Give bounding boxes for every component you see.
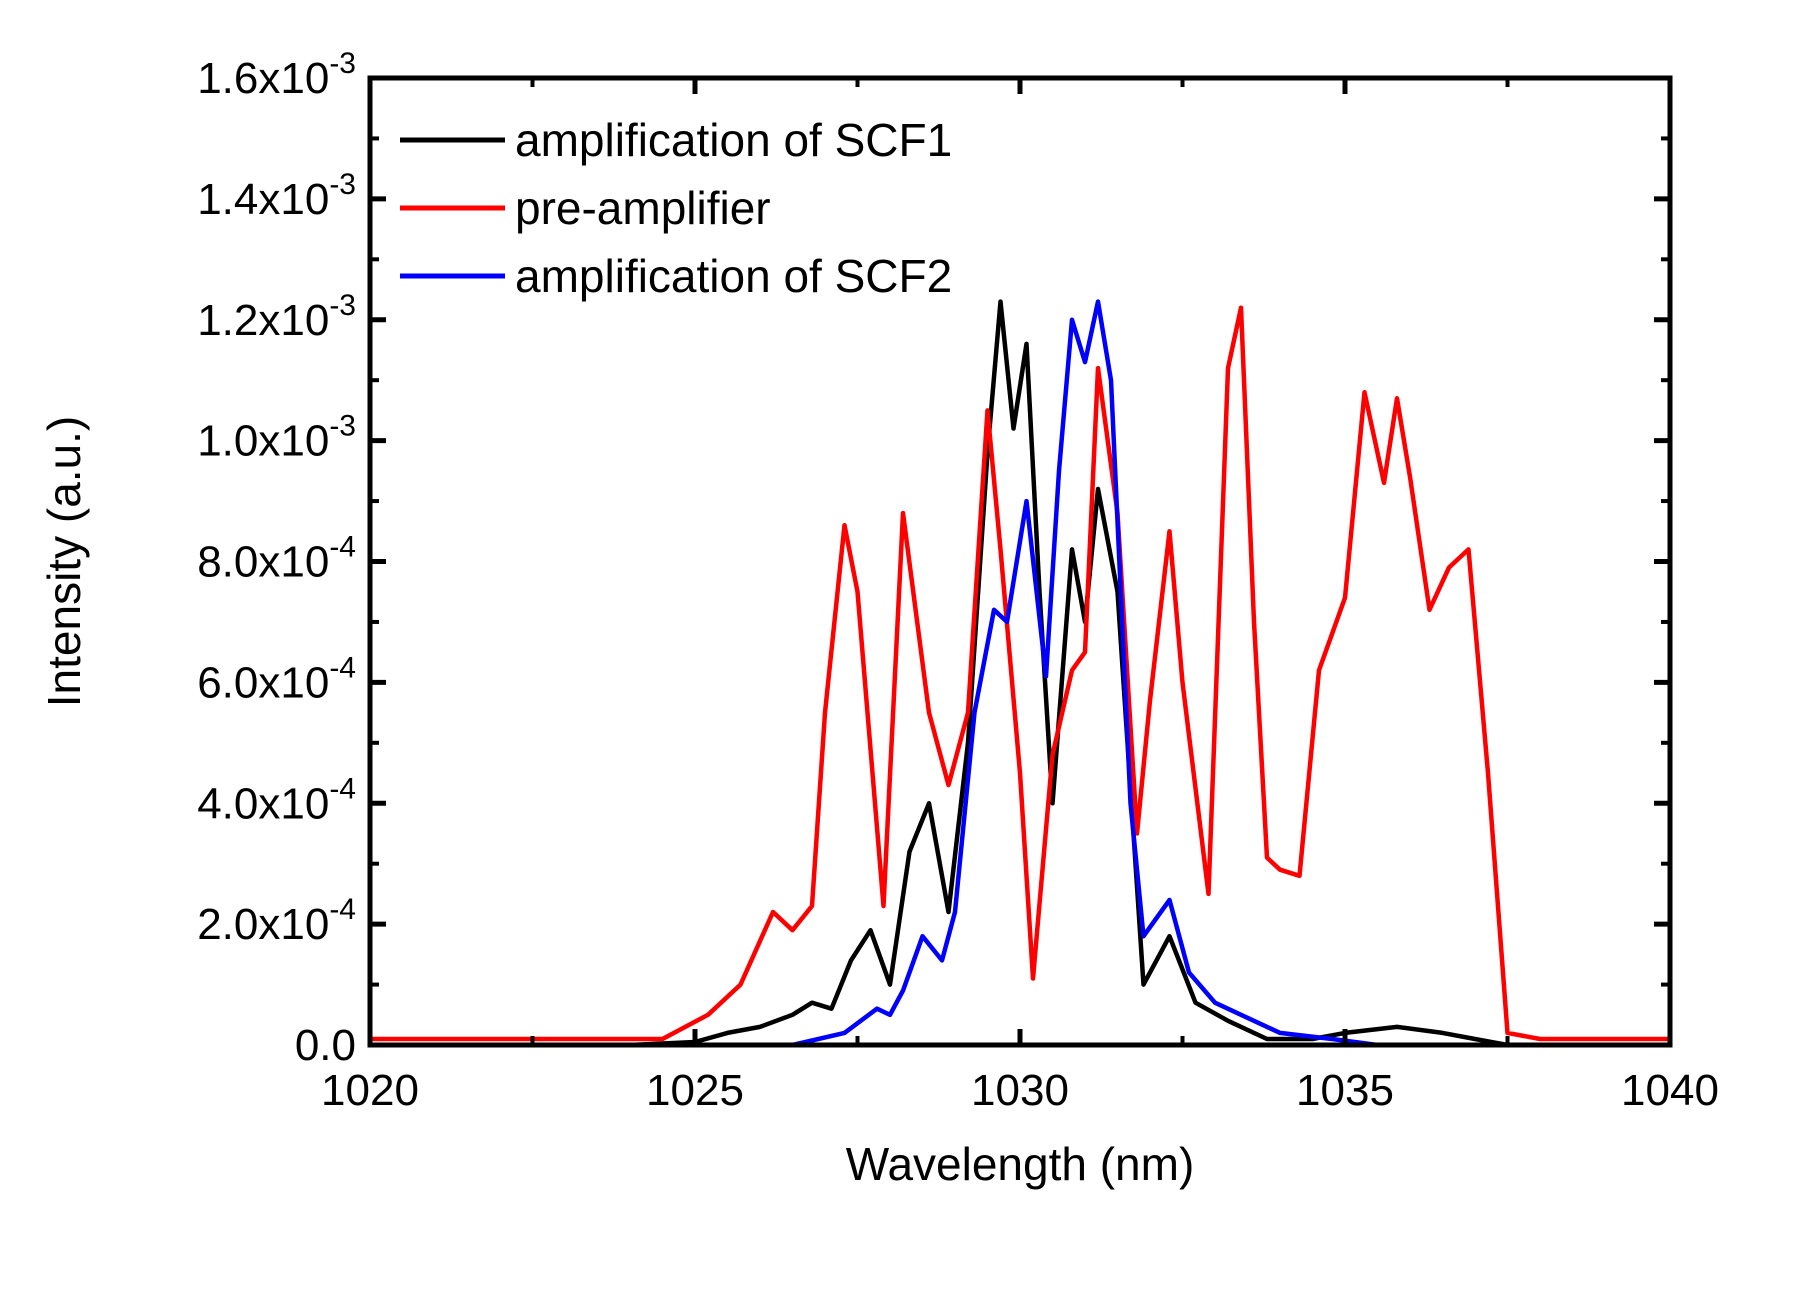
x-tick-label: 1020 xyxy=(321,1066,419,1115)
ticks-layer: 1020 1025 1030 1035 1040 0.0 2.0x10-4 4.0x10-4 6… xyxy=(197,47,1719,1115)
y-tick-label: 1.0x10-3 xyxy=(197,410,356,466)
y-tick-label: 4.0x10-4 xyxy=(197,772,356,828)
legend-label: amplification of SCF1 xyxy=(515,114,952,166)
x-tick-label: 1035 xyxy=(1296,1066,1394,1115)
x-tick-label: 1025 xyxy=(646,1066,744,1115)
y-tick-label: 6.0x10-4 xyxy=(197,651,356,707)
x-tick-label: 1030 xyxy=(971,1066,1069,1115)
y-axis-title: Intensity (a.u.) xyxy=(38,416,90,707)
legend: amplification of SCF1 pre-amplifier amplif… xyxy=(400,114,952,302)
legend-label: amplification of SCF2 xyxy=(515,250,952,302)
legend-label: pre-amplifier xyxy=(515,182,771,234)
y-tick-label: 2.0x10-4 xyxy=(197,893,356,949)
series-line-3 xyxy=(367,299,1673,1048)
x-tick-label: 1040 xyxy=(1621,1066,1719,1115)
y-tick-label: 1.6x10-3 xyxy=(197,47,356,103)
y-tick-label: 1.4x10-3 xyxy=(197,168,356,224)
series-line-1 xyxy=(367,299,1673,1048)
series-layer xyxy=(367,299,1673,1048)
x-axis-title: Wavelength (nm) xyxy=(846,1138,1195,1190)
y-tick-label: 0.0 xyxy=(295,1021,356,1070)
y-tick-label: 1.2x10-3 xyxy=(197,289,356,345)
series-line-2 xyxy=(367,305,1673,1042)
y-tick-label: 8.0x10-4 xyxy=(197,531,356,587)
